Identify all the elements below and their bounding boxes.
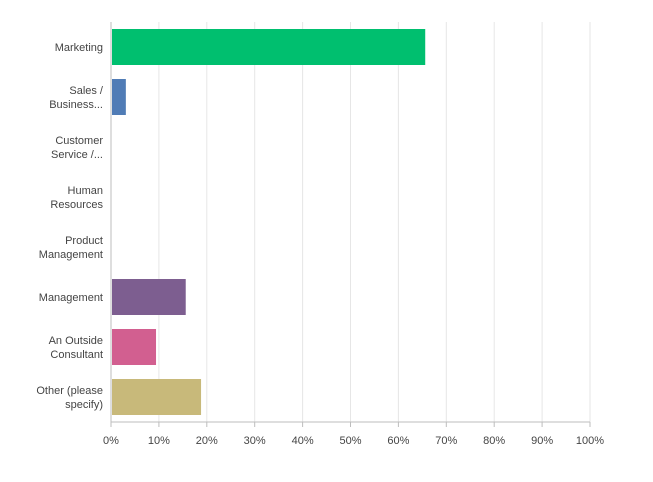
x-tick-label: 60% — [387, 435, 409, 447]
axis-layer — [110, 22, 591, 427]
x-tick-label: 0% — [103, 435, 119, 447]
label-layer: 0% 10% 20% 30% 40% 50% 60% 70% 80% 90% 100% Marketi… — [36, 42, 604, 447]
category-label: Management — [39, 292, 103, 304]
bar-layer — [112, 29, 426, 415]
x-tick-label: 10% — [148, 435, 170, 447]
category-label: An Outside Consultant — [49, 335, 103, 361]
bar[interactable] — [112, 29, 426, 65]
bar[interactable] — [112, 79, 126, 115]
x-tick-label: 90% — [531, 435, 553, 447]
bar[interactable] — [112, 329, 157, 365]
category-label: Other (please specify) — [36, 385, 103, 411]
category-label: Sales / Business... — [49, 85, 104, 111]
x-tick-label: 20% — [196, 435, 218, 447]
x-tick-label: 50% — [339, 435, 361, 447]
grid-layer — [110, 22, 591, 422]
x-tick-label: 80% — [483, 435, 505, 447]
category-label: Marketing — [55, 42, 103, 54]
category-label: Product Management — [39, 235, 103, 261]
x-tick-label: 100% — [576, 435, 604, 447]
x-tick-label: 70% — [435, 435, 457, 447]
bar[interactable] — [112, 379, 202, 415]
category-label: Human Resources — [50, 185, 103, 211]
x-tick-label: 40% — [292, 435, 314, 447]
x-tick-label: 30% — [244, 435, 266, 447]
bar[interactable] — [112, 279, 186, 315]
category-label: Customer Service /... — [51, 135, 103, 161]
